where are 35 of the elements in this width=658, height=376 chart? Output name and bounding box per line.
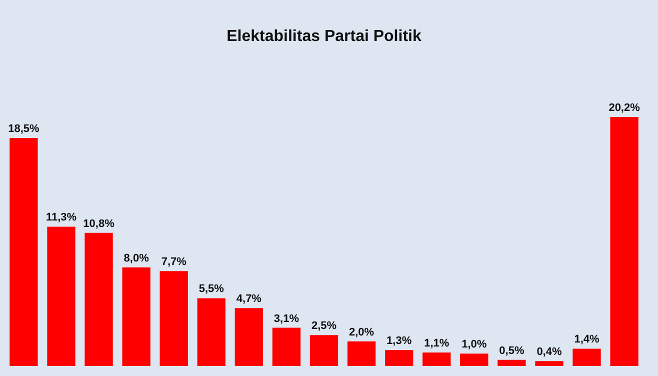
data-label: 1,0% <box>462 338 487 351</box>
bar <box>234 308 264 366</box>
bar <box>122 267 150 366</box>
bar <box>572 348 601 366</box>
bar <box>498 360 526 366</box>
bar <box>460 354 488 366</box>
bar <box>347 341 376 366</box>
bar <box>535 361 564 366</box>
data-label: 10,8% <box>83 218 115 230</box>
data-label: 2,5% <box>311 320 337 332</box>
data-label: 4,7% <box>236 293 262 306</box>
bar <box>310 335 338 366</box>
bar <box>197 298 226 366</box>
data-label: 1,3% <box>386 334 412 347</box>
data-label: 20,2% <box>608 102 640 114</box>
data-label: 1,1% <box>424 337 450 350</box>
bar <box>160 271 188 366</box>
bar <box>10 138 38 366</box>
data-label: 11,3% <box>46 212 77 224</box>
data-label: 2,0% <box>349 326 374 338</box>
bar <box>47 226 76 366</box>
chart-title: Elektabilitas Partai Politik <box>226 28 422 45</box>
data-label: 3,1% <box>274 312 300 325</box>
bar <box>610 117 638 366</box>
data-label: 18,5% <box>8 122 40 135</box>
data-label: 5,5% <box>198 283 224 296</box>
bar <box>422 352 451 366</box>
data-label: 0,4% <box>536 346 562 358</box>
data-label: 1,4% <box>574 334 600 346</box>
data-label: 8,0% <box>124 252 150 264</box>
bar <box>272 328 301 366</box>
bar <box>384 350 414 366</box>
data-label: 0,5% <box>499 344 524 357</box>
bar <box>84 232 113 366</box>
data-label: 7,7% <box>161 256 187 268</box>
